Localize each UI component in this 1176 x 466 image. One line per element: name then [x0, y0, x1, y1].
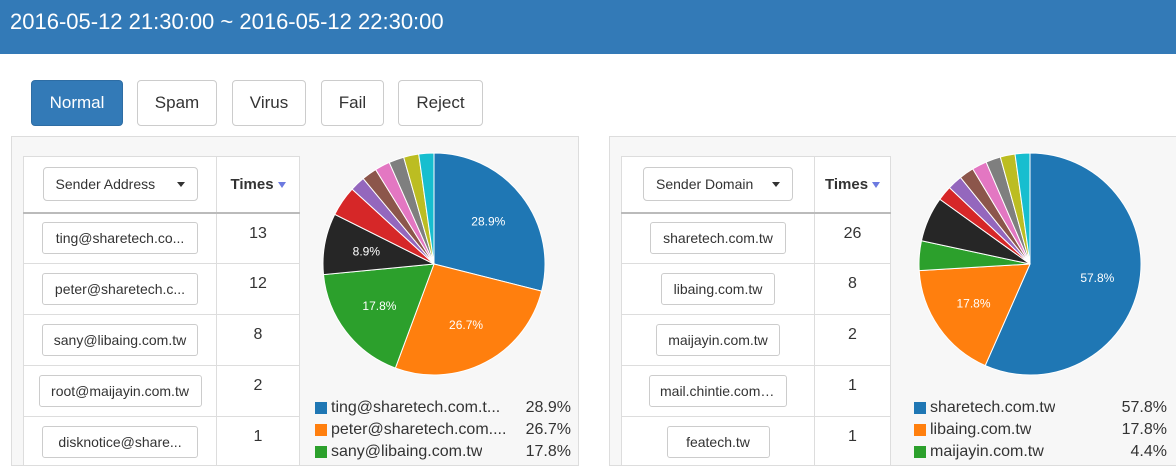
sort-desc-icon[interactable] — [872, 182, 880, 188]
sender-address-button[interactable]: ting@sharetech.co... — [42, 222, 198, 254]
header-bar: 2016-05-12 21:30:00 ~ 2016-05-12 22:30:0… — [0, 0, 1176, 54]
sender-address-button[interactable]: disknotice@share... — [42, 426, 198, 458]
legend-swatch — [315, 424, 327, 436]
sender-domain-panel: Sender Domain Times sharetech.com.tw 26 … — [609, 136, 1176, 466]
sender-domain-button[interactable]: mail.chintie.com.tw — [649, 375, 787, 407]
table-row: sharetech.com.tw 26 — [622, 213, 891, 264]
sender-address-panel: Sender Address Times ting@sharetech.co..… — [11, 136, 579, 466]
legend-label: peter@sharetech.com.... — [331, 421, 506, 439]
sender-domain-button[interactable]: sharetech.com.tw — [650, 222, 786, 254]
table-row: maijayin.com.tw 2 — [622, 315, 891, 366]
legend-item[interactable]: sharetech.com.tw 57.8% — [914, 397, 1167, 419]
sender-domain-pie-chart: 57.8% 17.8% — [918, 152, 1168, 388]
table-row: featech.tw 1 — [622, 417, 891, 466]
pie-slice-label: 17.8% — [362, 299, 396, 313]
sender-domain-button[interactable]: maijayin.com.tw — [656, 324, 780, 356]
table-row: root@maijayin.com.tw 2 — [24, 366, 300, 417]
tab-virus[interactable]: Virus — [232, 80, 306, 126]
table-row: ting@sharetech.co... 13 — [24, 213, 300, 264]
sender-address-legend: ting@sharetech.com.t... 28.9% peter@shar… — [315, 397, 571, 466]
times-header-label: Times — [230, 176, 273, 193]
legend-label: sany@libaing.com.tw — [331, 443, 482, 461]
sender-domain-button[interactable]: libaing.com.tw — [661, 273, 775, 305]
legend-label: libaing.com.tw — [930, 421, 1031, 439]
table-row: disknotice@share... 1 — [24, 417, 300, 466]
times-header-label: Times — [825, 176, 868, 193]
legend-item[interactable]: ting@sharetech.com.t... 28.9% — [315, 397, 571, 419]
legend-percent: 57.8% — [1122, 399, 1167, 417]
tab-normal[interactable]: Normal — [31, 80, 123, 126]
times-cell: 8 — [217, 315, 300, 366]
caret-down-icon — [177, 182, 185, 187]
times-column-header[interactable]: Times — [217, 157, 300, 213]
times-cell: 2 — [815, 315, 891, 366]
pie-slice-label: 8.9% — [353, 244, 381, 258]
legend-label: ting@sharetech.com.t... — [331, 399, 500, 417]
times-cell: 2 — [217, 366, 300, 417]
dropdown-label: Sender Address — [56, 176, 156, 192]
sender-address-button[interactable]: sany@libaing.com.tw — [42, 324, 198, 356]
pie-slice-label: 26.7% — [449, 318, 483, 332]
times-cell: 8 — [815, 264, 891, 315]
dropdown-label: Sender Domain — [656, 176, 753, 192]
sender-address-button[interactable]: peter@sharetech.c... — [42, 273, 198, 305]
times-cell: 1 — [815, 366, 891, 417]
legend-percent: 17.8% — [1122, 421, 1167, 439]
legend-swatch — [914, 402, 926, 414]
legend-swatch — [315, 402, 327, 414]
table-row: peter@sharetech.c... 12 — [24, 264, 300, 315]
sort-desc-icon[interactable] — [278, 182, 286, 188]
time-range-title: 2016-05-12 21:30:00 ~ 2016-05-12 22:30:0… — [10, 9, 444, 35]
legend-percent: 17.8% — [526, 443, 571, 461]
legend-item[interactable]: maijayin.com.tw 4.4% — [914, 441, 1167, 463]
times-cell: 1 — [815, 417, 891, 466]
legend-item[interactable]: libaing.com.tw 17.8% — [914, 419, 1167, 441]
table-row: mail.chintie.com.tw 1 — [622, 366, 891, 417]
times-cell: 26 — [815, 213, 891, 264]
times-cell: 1 — [217, 417, 300, 466]
sender-domain-legend: sharetech.com.tw 57.8% libaing.com.tw 17… — [914, 397, 1167, 466]
times-column-header[interactable]: Times — [815, 157, 891, 213]
sender-domain-dropdown[interactable]: Sender Domain — [643, 167, 793, 201]
sender-address-pie-chart: 28.9% 26.7% 17.8% 8.9% — [322, 152, 572, 388]
tab-reject[interactable]: Reject — [398, 80, 483, 126]
legend-swatch — [315, 446, 327, 458]
legend-label: sharetech.com.tw — [930, 399, 1055, 417]
sender-domain-button[interactable]: featech.tw — [667, 426, 770, 458]
tab-fail[interactable]: Fail — [321, 80, 384, 126]
table-row: libaing.com.tw 8 — [622, 264, 891, 315]
sender-domain-table: Sender Domain Times sharetech.com.tw 26 … — [621, 156, 891, 466]
legend-percent: 26.7% — [526, 421, 571, 439]
sender-address-table: Sender Address Times ting@sharetech.co..… — [23, 156, 300, 466]
sender-address-dropdown[interactable]: Sender Address — [43, 167, 198, 201]
times-cell: 13 — [217, 213, 300, 264]
caret-down-icon — [772, 182, 780, 187]
legend-label: maijayin.com.tw — [930, 443, 1044, 461]
pie-slice-label: 17.8% — [956, 296, 990, 310]
pie-slice-label: 57.8% — [1080, 271, 1114, 285]
tab-spam[interactable]: Spam — [137, 80, 217, 126]
table-row: sany@libaing.com.tw 8 — [24, 315, 300, 366]
legend-swatch — [914, 446, 926, 458]
legend-percent: 28.9% — [526, 399, 571, 417]
legend-item[interactable]: peter@sharetech.com.... 26.7% — [315, 419, 571, 441]
legend-item[interactable]: sany@libaing.com.tw 17.8% — [315, 441, 571, 463]
legend-percent: 4.4% — [1131, 443, 1167, 461]
sender-address-button[interactable]: root@maijayin.com.tw — [39, 375, 202, 407]
legend-swatch — [914, 424, 926, 436]
times-cell: 12 — [217, 264, 300, 315]
pie-slice-label: 28.9% — [471, 215, 505, 229]
